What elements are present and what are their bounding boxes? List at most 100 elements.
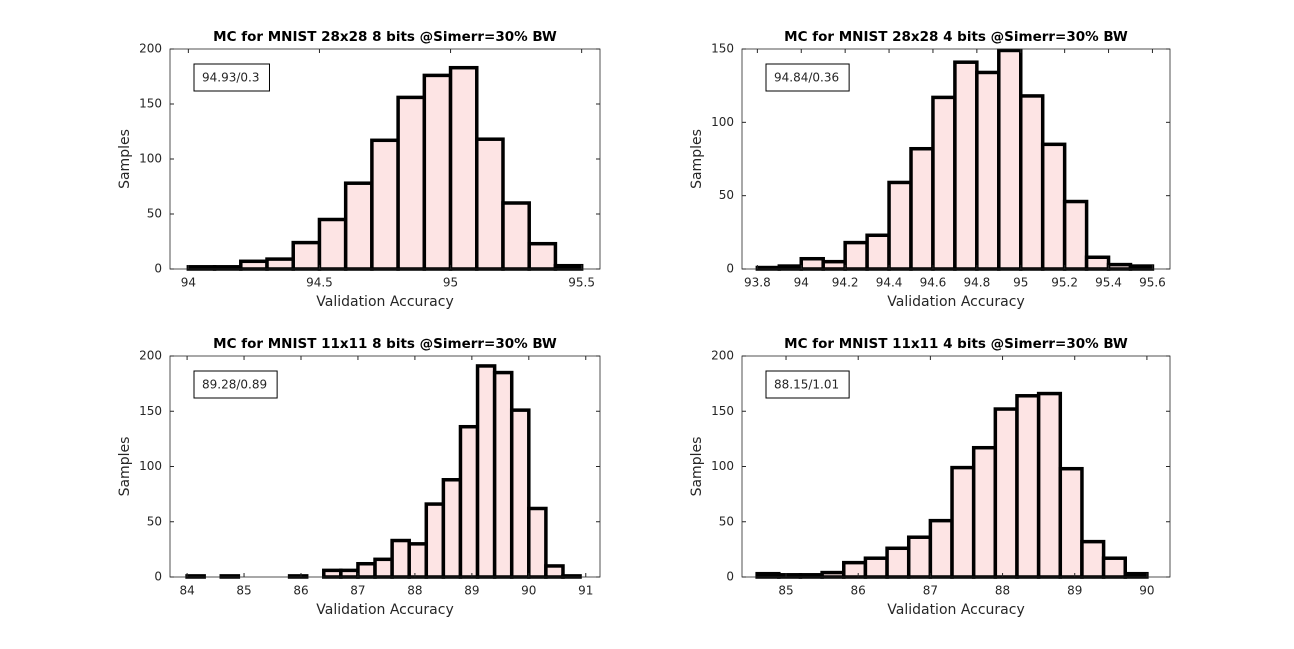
histogram-bar (390, 538, 411, 579)
histogram-bar (887, 180, 913, 271)
histogram-bar (492, 370, 514, 579)
histogram-bar (755, 571, 781, 579)
x-tick-label: 89 (1067, 584, 1082, 598)
histogram-bar (821, 259, 847, 271)
histogram-bar (448, 65, 479, 271)
histogram-bar (799, 256, 825, 271)
x-tick-label: 90 (1139, 584, 1154, 598)
annotation: 89.28/0.89 (202, 378, 267, 392)
annotation-box (193, 63, 270, 92)
x-tick-label: 93.8 (744, 276, 771, 290)
histogram-bar (843, 240, 869, 271)
x-tick-label: 94.8 (963, 276, 990, 290)
x-tick-label: 88 (995, 584, 1010, 598)
y-tick-label: 50 (147, 514, 162, 528)
histogram-bar (475, 364, 497, 579)
histogram-bar (863, 556, 889, 579)
histogram-bar (906, 535, 933, 579)
y-tick-label: 100 (139, 459, 162, 473)
histogram-bar (1058, 466, 1084, 579)
histogram-bar (527, 241, 558, 271)
x-tick-label: 94.2 (832, 276, 859, 290)
histogram-bar (885, 546, 911, 579)
x-tick-label: 85 (778, 584, 793, 598)
histogram-bar (975, 70, 1001, 271)
x-tick-label: 95 (1013, 276, 1028, 290)
x-tick-label: 87 (923, 584, 938, 598)
histogram-bar (527, 506, 548, 579)
histogram-bar (475, 137, 505, 271)
panel: 93.8 94 94.2 94.4 94.6 94.8 95 95.2 95.4 95.6 0 50 1… (689, 29, 1171, 310)
panel: 94 94.5 95 95.5 0 50 100 150 200 MC for MNIST 28x… (117, 29, 601, 310)
histogram-bar (424, 502, 446, 579)
histogram-bar (842, 560, 868, 579)
histogram-bar (1123, 571, 1149, 579)
x-tick-label: 84 (179, 584, 194, 598)
histogram-bar (1062, 199, 1089, 271)
y-tick-label: 200 (139, 42, 162, 56)
chart-title: MC for MNIST 28x28 8 bits @Simerr=30% BW (213, 29, 557, 45)
chart-title: MC for MNIST 11x11 4 bits @Simerr=30% BW (784, 336, 1128, 352)
histogram-bar (239, 259, 269, 271)
histogram-bar (265, 257, 295, 271)
histogram-bar (343, 181, 374, 271)
histogram-bar (501, 201, 531, 271)
histogram-bar (950, 465, 976, 579)
y-axis-label: Samples (117, 437, 133, 497)
histogram-bar (993, 407, 1019, 579)
histogram-bar (509, 408, 531, 579)
histogram-bar (407, 542, 429, 579)
histogram-bar (1018, 94, 1045, 271)
y-tick-label: 50 (719, 514, 734, 528)
histogram-bar (1128, 264, 1155, 271)
histogram-bar (356, 561, 377, 579)
panel: 84 85 86 87 88 89 90 91 0 50 100 150 200 MC for MNIST… (117, 336, 601, 618)
chart-title: MC for MNIST 28x28 4 bits @Simerr=30% BW (784, 29, 1128, 45)
histogram-bar (396, 95, 427, 271)
histogram-bar (997, 48, 1023, 271)
x-tick-label: 86 (851, 584, 866, 598)
histogram-bar (1036, 391, 1063, 579)
x-tick-label: 91 (578, 584, 593, 598)
x-axis-label: Validation Accuracy (887, 294, 1025, 310)
histogram-bar (777, 264, 804, 271)
x-tick-label: 94.5 (306, 276, 333, 290)
annotation-box (765, 63, 850, 92)
annotation: 94.84/0.36 (774, 71, 839, 85)
y-tick-label: 200 (711, 349, 734, 363)
y-tick-label: 0 (154, 262, 162, 276)
histogram-bar (458, 424, 480, 579)
histogram-bar (370, 138, 400, 271)
histogram-bar (865, 233, 891, 271)
histogram-bar (441, 478, 463, 579)
histogram-bar (909, 146, 935, 271)
histogram-bar (317, 217, 348, 271)
x-tick-label: 90 (521, 584, 536, 598)
y-axis-label: Samples (689, 129, 705, 189)
histogram-bar (928, 518, 954, 579)
annotation: 88.15/1.01 (774, 378, 839, 392)
y-tick-label: 150 (711, 404, 734, 418)
annotation-box (765, 370, 850, 399)
histogram-bar (1106, 262, 1133, 271)
x-axis-label: Validation Accuracy (887, 602, 1025, 618)
chart-title: MC for MNIST 11x11 8 bits @Simerr=30% BW (213, 336, 557, 352)
x-tick-label: 95.5 (568, 276, 595, 290)
y-tick-label: 0 (726, 570, 734, 584)
y-tick-label: 0 (726, 262, 734, 276)
histogram-bar (553, 263, 584, 271)
x-tick-label: 94 (181, 276, 196, 290)
histogram-bar (422, 73, 453, 271)
histogram-bar (1084, 255, 1111, 271)
axes-frame (741, 48, 1171, 270)
histogram-bar (1101, 556, 1128, 579)
annotation: 94.93/0.3 (202, 71, 259, 85)
annotation-box (193, 370, 278, 399)
histogram-bar (373, 557, 394, 579)
x-tick-label: 89 (464, 584, 479, 598)
x-tick-label: 87 (350, 584, 365, 598)
x-tick-label: 94.4 (876, 276, 903, 290)
y-tick-label: 100 (711, 115, 734, 129)
histogram-bar (322, 568, 343, 579)
x-tick-label: 94.6 (920, 276, 947, 290)
